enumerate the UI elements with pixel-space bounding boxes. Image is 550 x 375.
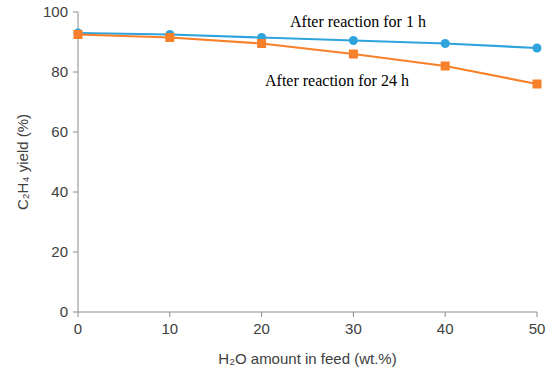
y-tick-label: 100 <box>43 3 68 20</box>
x-axis-label: H₂O amount in feed (wt.%) <box>218 350 396 367</box>
data-point <box>257 39 266 48</box>
data-point <box>533 44 542 53</box>
y-tick-label: 60 <box>51 123 68 140</box>
data-point <box>441 39 450 48</box>
x-tick <box>78 312 79 317</box>
data-point <box>165 33 174 42</box>
y-axis-label: C₂H₄ yield (%) <box>14 114 31 210</box>
x-tick <box>537 312 538 317</box>
x-tick <box>169 312 170 317</box>
data-point <box>349 36 358 45</box>
y-axis <box>78 12 79 312</box>
data-point <box>441 62 450 71</box>
y-tick <box>73 132 78 133</box>
x-tick-label: 50 <box>529 320 546 337</box>
x-tick <box>261 312 262 317</box>
chart: 0 20 40 60 80 100 0 10 20 30 40 50 H₂O amount in fee… <box>0 0 550 375</box>
series-line <box>78 33 537 48</box>
plot-data <box>74 29 542 89</box>
series-annotation: After reaction for 24 h <box>265 72 409 89</box>
series-annotation: After reaction for 1 h <box>290 13 426 30</box>
data-point <box>74 30 83 39</box>
x-axis <box>78 312 537 313</box>
y-tick-label: 40 <box>51 183 68 200</box>
y-tick-label: 20 <box>51 243 68 260</box>
y-tick-label: 80 <box>51 63 68 80</box>
x-tick-label: 40 <box>437 320 454 337</box>
y-tick <box>73 72 78 73</box>
y-tick <box>73 12 78 13</box>
y-tick <box>73 192 78 193</box>
x-tick <box>445 312 446 317</box>
y-tick-label: 0 <box>60 303 68 320</box>
data-point <box>349 50 358 59</box>
x-tick-label: 10 <box>161 320 178 337</box>
data-point <box>533 80 542 89</box>
x-tick-label: 0 <box>74 320 82 337</box>
y-tick <box>73 312 78 313</box>
x-tick <box>353 312 354 317</box>
x-tick-label: 30 <box>345 320 362 337</box>
x-tick-label: 20 <box>253 320 270 337</box>
y-tick <box>73 252 78 253</box>
